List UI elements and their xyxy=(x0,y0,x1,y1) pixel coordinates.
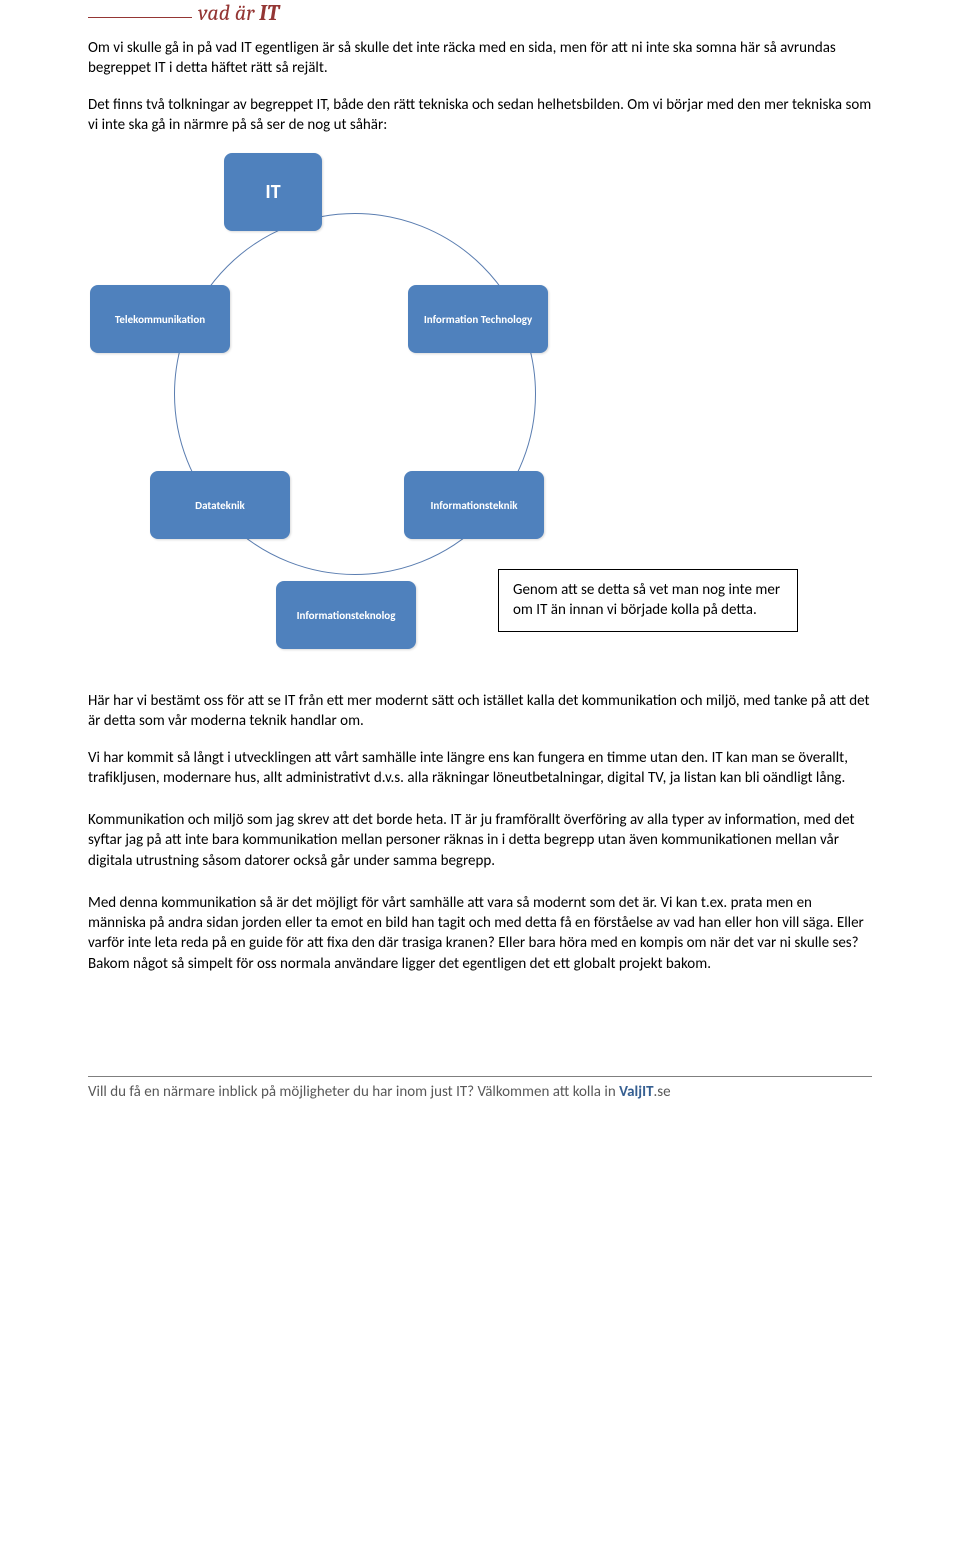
paragraph-6: Med denna kommunikation så är det möjlig… xyxy=(88,893,872,954)
paragraph-5: Kommunikation och miljö som jag skrev at… xyxy=(88,810,872,871)
page-footer: Vill du få en närmare inblick på möjligh… xyxy=(88,1068,872,1101)
intro-paragraph-1: Om vi skulle gå in på vad IT egentligen … xyxy=(88,38,872,79)
node-datateknik: Datateknik xyxy=(150,471,290,539)
header-pre: vad är xyxy=(198,0,259,26)
paragraph-3: Här har vi bestämt oss för att se IT frå… xyxy=(88,691,872,732)
intro-paragraph-2: Det finns två tolkningar av begreppet IT… xyxy=(88,95,872,136)
footer-brand: ValjIT xyxy=(619,1083,653,1101)
node-information-technology: Information Technology xyxy=(408,285,548,353)
footer-text: Vill du få en närmare inblick på möjligh… xyxy=(88,1083,619,1101)
header-bold: IT xyxy=(259,0,279,26)
node-informationsteknolog: Informationsteknolog xyxy=(276,581,416,649)
node-datateknik-label: Datateknik xyxy=(195,499,245,512)
paragraph-4: Vi har kommit så långt i utvecklingen at… xyxy=(88,748,872,789)
footer-rule xyxy=(88,1076,872,1077)
node-informationsteknik-label: Informationsteknik xyxy=(430,499,517,512)
paragraph-7: Bakom något så simpelt för oss normala a… xyxy=(88,954,872,974)
footer-suffix: .se xyxy=(654,1083,671,1101)
node-information-technology-label: Information Technology xyxy=(424,313,532,326)
header-title: vad är IT xyxy=(198,0,279,26)
header-rule xyxy=(88,17,192,18)
node-informationsteknik: Informationsteknik xyxy=(404,471,544,539)
diagram-callout-text: Genom att se detta så vet man nog inte m… xyxy=(513,581,780,619)
diagram-callout: Genom att se detta så vet man nog inte m… xyxy=(498,569,798,632)
it-diagram: IT Telekommunikation Information Technol… xyxy=(88,151,648,671)
node-telekommunikation: Telekommunikation xyxy=(90,285,230,353)
node-center-label: IT xyxy=(265,180,280,204)
node-informationsteknolog-label: Informationsteknolog xyxy=(297,609,396,622)
page-header: vad är IT xyxy=(88,0,872,32)
node-center: IT xyxy=(224,153,322,231)
node-telekommunikation-label: Telekommunikation xyxy=(115,313,205,326)
